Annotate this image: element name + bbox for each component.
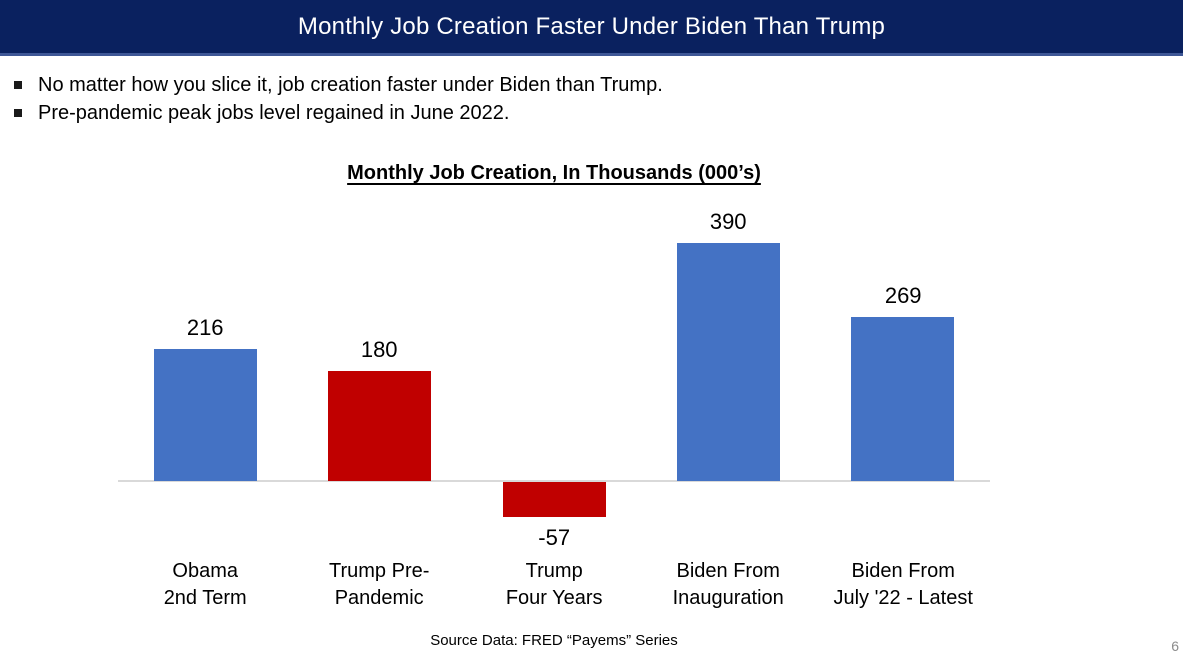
category-label: Biden From July '22 - Latest bbox=[816, 558, 990, 612]
slide-header: Monthly Job Creation Faster Under Biden … bbox=[0, 0, 1183, 56]
square-bullet-icon bbox=[14, 81, 22, 89]
category-label-line: Pandemic bbox=[334, 587, 424, 609]
category-label-line: 2nd Term bbox=[163, 587, 247, 609]
bar-5 bbox=[851, 317, 954, 481]
bar-3 bbox=[503, 482, 606, 517]
category-label-line: Biden From bbox=[851, 560, 955, 582]
category-label: Trump Pre- Pandemic bbox=[292, 558, 466, 612]
category-label-line: Biden From bbox=[676, 560, 780, 582]
category-label-line: Trump bbox=[525, 560, 583, 582]
category-label: Biden From Inauguration bbox=[641, 558, 815, 612]
bullet-item: Pre-pandemic peak jobs level regained in… bbox=[0, 99, 1100, 127]
category-label-line: Trump Pre- bbox=[329, 560, 430, 582]
chart-title: Monthly Job Creation, In Thousands (000’… bbox=[347, 162, 761, 184]
bar-4 bbox=[677, 243, 780, 481]
bar-value-label: 180 bbox=[360, 337, 398, 362]
bullet-item: No matter how you slice it, job creation… bbox=[0, 71, 1100, 99]
slide-title: Monthly Job Creation Faster Under Biden … bbox=[297, 12, 886, 40]
square-bullet-icon bbox=[14, 109, 22, 117]
category-label: Obama 2nd Term bbox=[118, 558, 292, 612]
bullet-list: No matter how you slice it, job creation… bbox=[0, 71, 1100, 127]
category-label: Trump Four Years bbox=[467, 558, 641, 612]
bar-value-label: 216 bbox=[186, 315, 224, 340]
bullet-text: Pre-pandemic peak jobs level regained in… bbox=[38, 102, 510, 124]
category-label-line: Inauguration bbox=[672, 587, 784, 609]
bar-1 bbox=[154, 349, 257, 481]
source-note: Source Data: FRED “Payems” Series bbox=[430, 632, 678, 649]
bar-value-label: -57 bbox=[538, 525, 571, 550]
bar-2 bbox=[328, 371, 431, 481]
bullet-text: No matter how you slice it, job creation… bbox=[38, 74, 663, 96]
x-axis-line bbox=[118, 480, 990, 482]
category-label-line: July '22 - Latest bbox=[833, 587, 973, 609]
category-label-line: Obama bbox=[172, 560, 238, 582]
bar-value-label: 269 bbox=[884, 283, 922, 308]
bar-chart-plot: 216 Obama 2nd Term 180 Trump Pre- Pandemic -57… bbox=[118, 190, 990, 630]
bar-value-label: 390 bbox=[709, 209, 747, 234]
page-number: 6 bbox=[1171, 638, 1179, 654]
category-label-line: Four Years bbox=[505, 587, 603, 609]
